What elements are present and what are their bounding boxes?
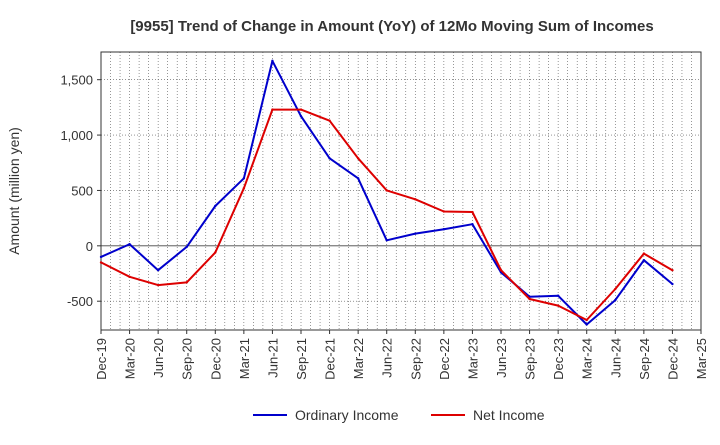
data-point [128, 275, 131, 279]
y-tick-label: -500 [67, 294, 93, 309]
data-point [356, 157, 360, 160]
data-point [185, 281, 188, 284]
data-point [614, 287, 617, 291]
data-point [528, 297, 531, 301]
data-point [385, 239, 388, 242]
x-tick-label: Sep-22 [408, 338, 423, 380]
x-tick-label: Dec-21 [323, 338, 338, 380]
data-point [499, 268, 503, 272]
x-tick-label: Jun-23 [494, 338, 509, 378]
legend-label: Ordinary Income [295, 407, 399, 423]
data-point [671, 268, 674, 272]
data-point [356, 177, 360, 180]
data-point [299, 108, 303, 111]
x-tick-label: Sep-21 [294, 338, 309, 380]
x-tick-label: Jun-20 [151, 338, 166, 378]
x-tick-label: Sep-24 [637, 338, 652, 380]
x-tick-label: Dec-23 [551, 338, 566, 380]
grid-layer [100, 52, 702, 330]
x-tick-label: Dec-22 [437, 338, 452, 380]
x-tick-label: Mar-21 [237, 338, 252, 379]
data-point [242, 177, 246, 180]
y-tick-label: 0 [86, 239, 93, 254]
data-point [299, 115, 303, 118]
data-point [99, 255, 103, 259]
data-point [471, 210, 474, 214]
x-tick-label: Jun-22 [380, 338, 395, 378]
data-point [328, 119, 331, 122]
chart-title: [9955] Trend of Change in Amount (YoY) o… [130, 18, 653, 35]
data-point [156, 283, 160, 287]
x-tick-label: Jun-21 [265, 338, 280, 378]
y-tick-label: 500 [71, 183, 93, 198]
x-tick-label: Mar-22 [351, 338, 366, 379]
data-point [442, 228, 446, 231]
data-point [556, 294, 560, 297]
data-point [328, 157, 331, 160]
legend-label: Net Income [473, 407, 545, 423]
x-tick-label: Dec-24 [665, 338, 680, 380]
data-point [214, 204, 217, 208]
data-point [556, 304, 560, 307]
x-tick-label: Sep-23 [523, 338, 538, 380]
data-point [271, 59, 274, 63]
data-point [271, 108, 274, 111]
data-point [414, 232, 417, 235]
data-point [471, 223, 474, 226]
data-point [128, 242, 131, 246]
x-tick-label: Mar-25 [694, 338, 709, 379]
x-tick-label: Mar-23 [465, 338, 480, 379]
y-axis-label: Amount (million yen) [6, 127, 22, 255]
data-point [214, 251, 217, 254]
data-point [671, 282, 674, 286]
data-point [385, 189, 388, 192]
data-point [156, 268, 160, 272]
data-point [614, 298, 617, 302]
data-point [442, 210, 446, 213]
plot-frame [100, 51, 702, 331]
data-point [99, 261, 103, 264]
x-tick-label: Dec-20 [208, 338, 223, 380]
legend: Ordinary Income Net Income [253, 407, 545, 423]
data-point [414, 198, 417, 201]
data-point [642, 252, 646, 255]
y-tick-label: 1,000 [60, 128, 93, 143]
x-tick-label: Jun-24 [608, 338, 623, 378]
x-tick-label: Sep-20 [180, 338, 195, 380]
x-tick-label: Dec-19 [94, 338, 109, 380]
x-tick-label: Mar-20 [123, 338, 138, 379]
data-point [585, 318, 588, 322]
data-point [185, 245, 188, 249]
series-layer [99, 59, 674, 326]
data-point [242, 187, 246, 190]
data-point [585, 323, 588, 326]
plot-background [101, 52, 701, 330]
y-tick-label: 1,500 [60, 73, 93, 88]
x-tick-label: Mar-24 [580, 338, 595, 379]
axis-layer: -500 0 500 1,000 1,500 Dec-19 Mar-20 Jun-20 Sep-… [60, 51, 709, 380]
data-point [642, 259, 646, 262]
